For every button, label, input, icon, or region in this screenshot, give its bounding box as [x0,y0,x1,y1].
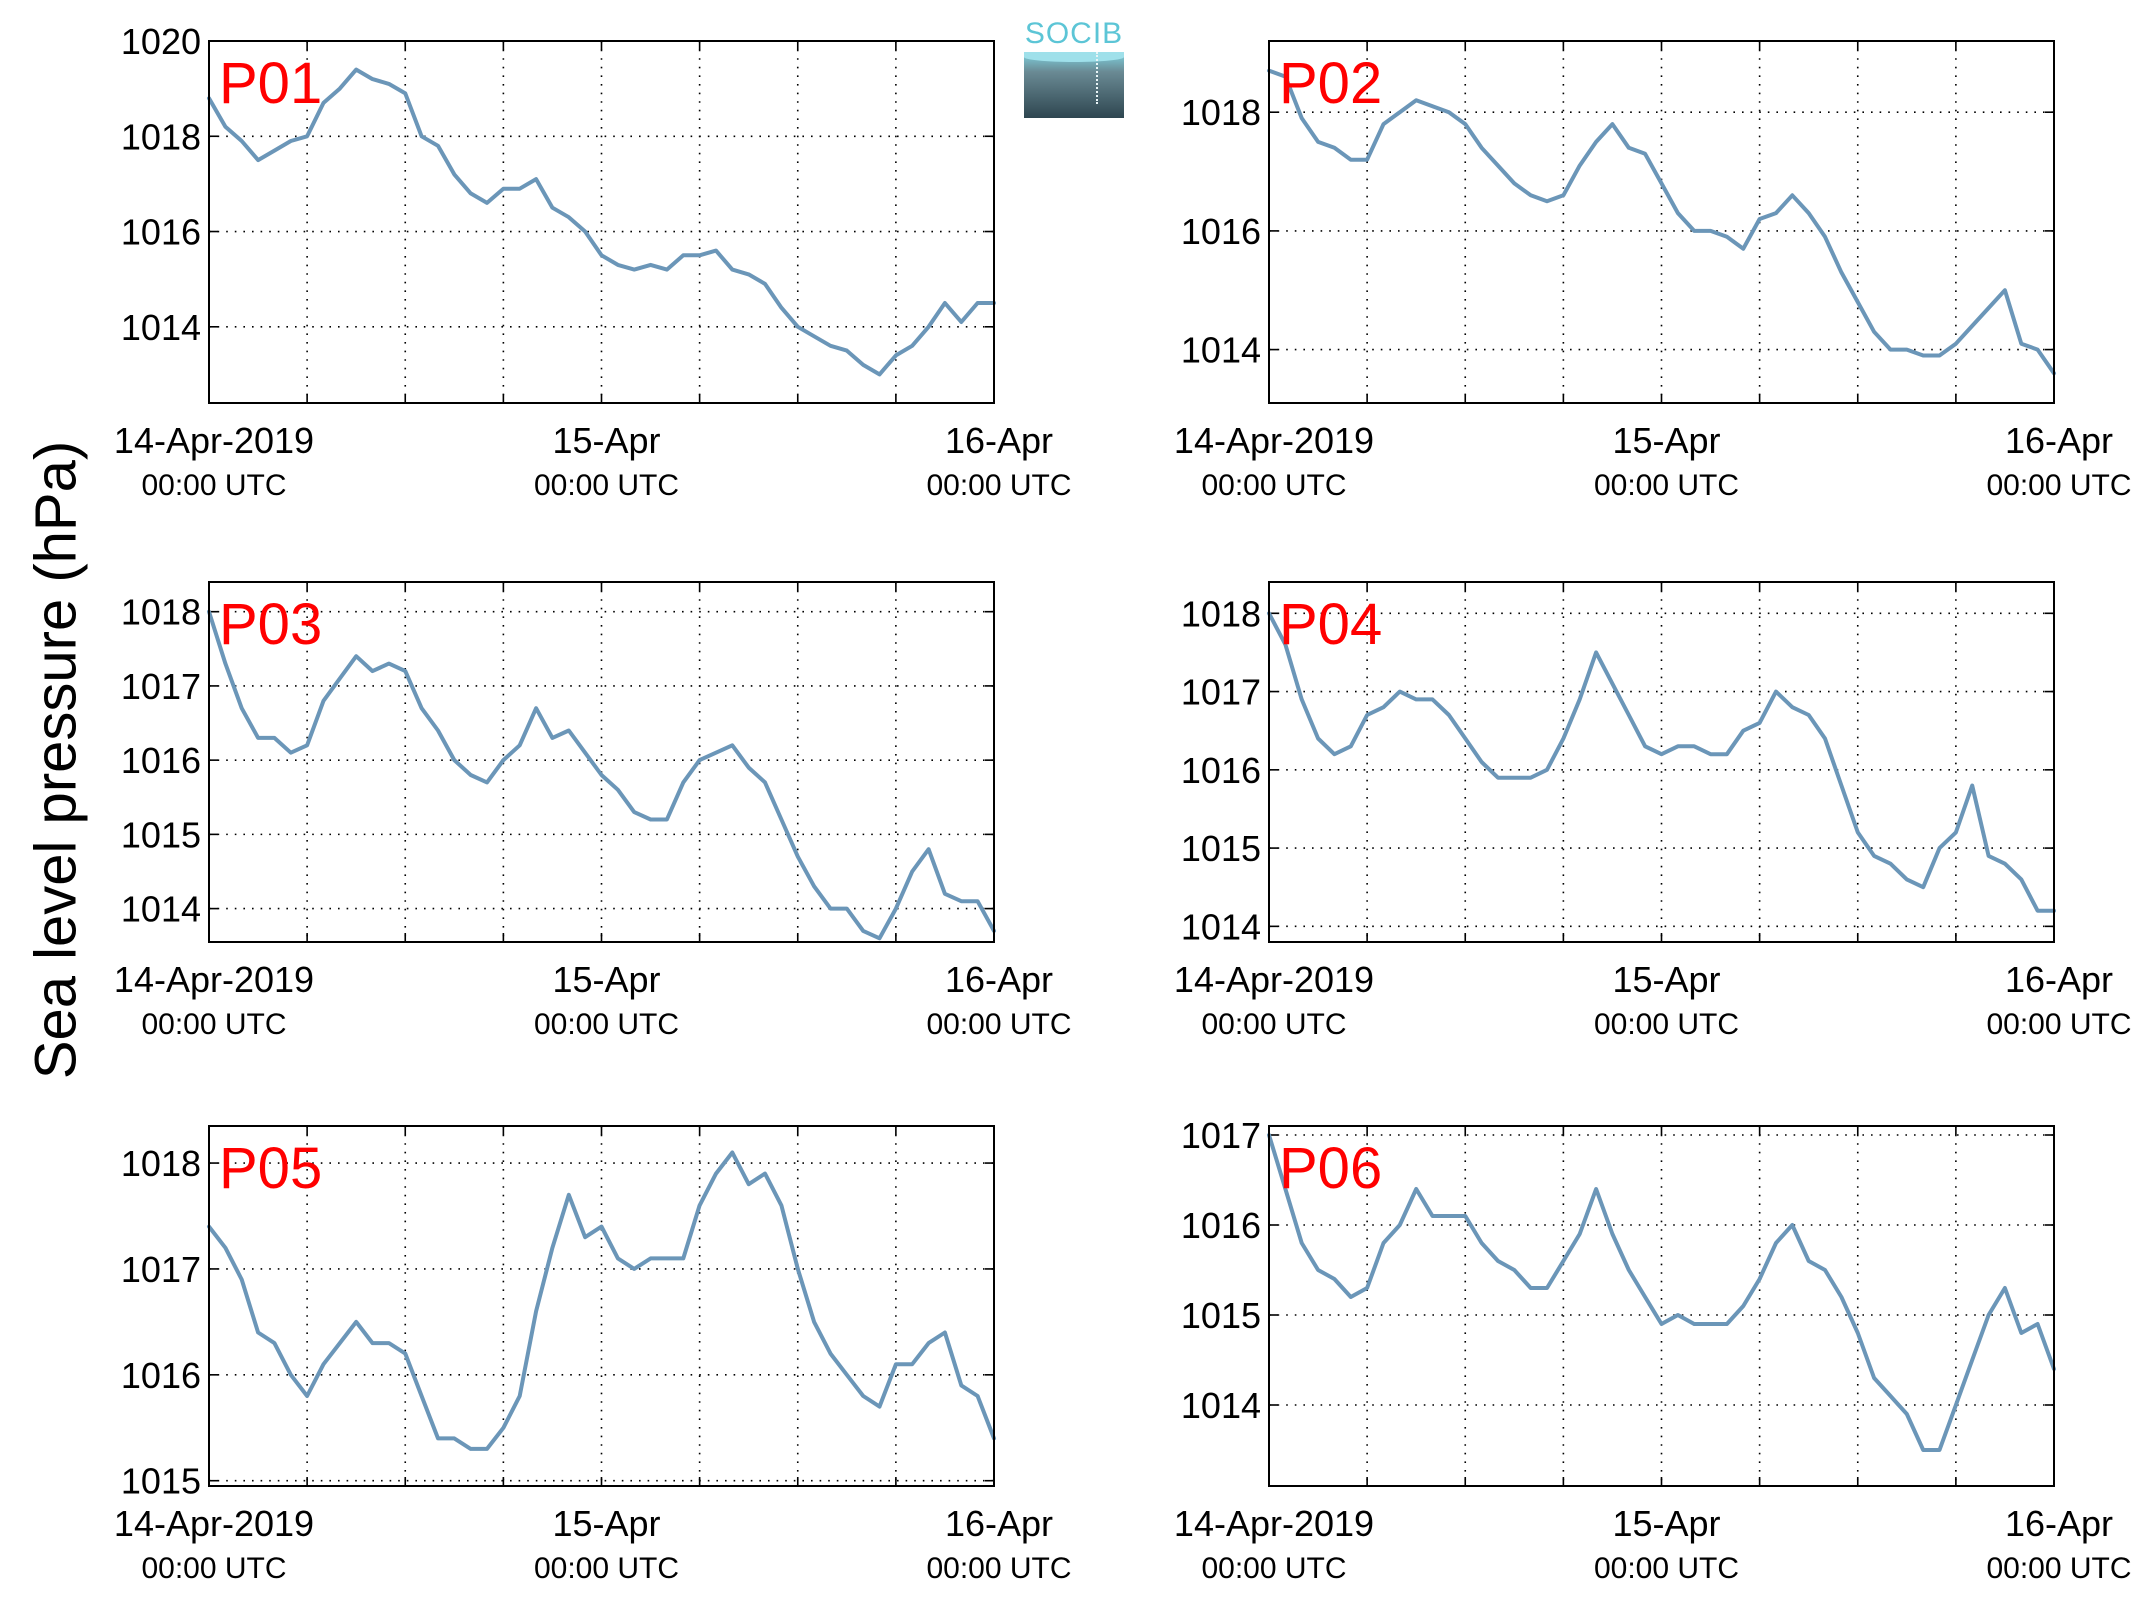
x-tick-label: 15-Apr [1612,420,1720,461]
logo-text: SOCIB [1024,17,1124,50]
y-tick-label: 1018 [121,1143,201,1184]
panel-title: P03 [219,592,322,657]
x-tick-sublabel: 00:00 UTC [1594,1008,1739,1041]
y-tick-label: 1020 [121,21,201,62]
axes-frame [208,40,995,404]
x-tick-sublabel: 00:00 UTC [141,1008,286,1041]
x-tick-label: 15-Apr [1612,959,1720,1000]
x-tick-sublabel: 00:00 UTC [1986,1008,2131,1041]
x-tick-sublabel: 00:00 UTC [926,469,1071,502]
panel-title: P01 [219,51,322,116]
x-tick-label: 16-Apr [2005,959,2113,1000]
x-tick-sublabel: 00:00 UTC [926,1552,1071,1585]
y-tick-label: 1017 [121,666,201,707]
axes-frame [1268,1125,2055,1487]
logo-graphic [1024,52,1124,118]
panel-title: P06 [1279,1136,1382,1201]
y-tick-label: 1017 [1181,1115,1261,1156]
x-tick-label: 14-Apr-2019 [114,959,314,1000]
y-tick-label: 1014 [121,889,201,930]
panel-title: P05 [219,1136,322,1201]
panel-title: P04 [1279,592,1382,657]
series-line [1267,611,2056,913]
x-tick-label: 16-Apr [2005,1503,2113,1544]
y-tick-label: 1016 [1181,1205,1261,1246]
y-tick-label: 1014 [1181,1385,1261,1426]
x-tick-label: 15-Apr [552,420,660,461]
x-tick-sublabel: 00:00 UTC [534,469,679,502]
axes-frame [1268,40,2055,404]
y-tick-label: 1016 [121,740,201,781]
x-tick-sublabel: 00:00 UTC [1201,469,1346,502]
x-tick-sublabel: 00:00 UTC [1594,469,1739,502]
x-tick-label: 14-Apr-2019 [114,420,314,461]
x-tick-sublabel: 00:00 UTC [534,1008,679,1041]
chart-panel-p03: 1014 1015 1016 1017 1018 14-Apr-2019 00:00 UTC… [114,581,1072,1041]
y-tick-label: 1016 [121,212,201,253]
x-tick-label: 15-Apr [552,959,660,1000]
panel-title: P02 [1279,51,1382,116]
x-tick-label: 15-Apr [1612,1503,1720,1544]
y-tick-label: 1015 [121,1461,201,1502]
x-tick-label: 14-Apr-2019 [1174,420,1374,461]
x-tick-sublabel: 00:00 UTC [1986,469,2131,502]
x-tick-label: 16-Apr [945,1503,1053,1544]
y-tick-label: 1018 [1181,92,1261,133]
x-tick-sublabel: 00:00 UTC [1201,1552,1346,1585]
series-line [207,1150,996,1451]
y-tick-label: 1017 [1181,672,1261,713]
series-line [1267,1133,2056,1452]
x-tick-label: 16-Apr [2005,420,2113,461]
series-line [207,609,996,941]
x-tick-sublabel: 00:00 UTC [926,1008,1071,1041]
y-tick-label: 1014 [1181,330,1261,371]
x-tick-sublabel: 00:00 UTC [1201,1008,1346,1041]
x-tick-label: 14-Apr-2019 [114,1503,314,1544]
y-tick-label: 1018 [121,592,201,633]
x-tick-sublabel: 00:00 UTC [141,1552,286,1585]
y-tick-label: 1015 [1181,828,1261,869]
x-tick-label: 14-Apr-2019 [1174,959,1374,1000]
y-tick-label: 1016 [1181,750,1261,791]
x-tick-sublabel: 00:00 UTC [1986,1552,2131,1585]
y-tick-label: 1015 [121,814,201,855]
socib-logo: SOCIB [1024,18,1124,120]
y-tick-label: 1014 [1181,906,1261,947]
x-tick-label: 15-Apr [552,1503,660,1544]
x-tick-sublabel: 00:00 UTC [1594,1552,1739,1585]
chart-panel-p05: 1015 1016 1017 1018 14-Apr-2019 00:00 UTC 15-A… [114,1125,1072,1585]
y-tick-label: 1016 [121,1355,201,1396]
y-tick-label: 1018 [121,116,201,157]
y-tick-label: 1018 [1181,593,1261,634]
series-line [207,67,996,377]
y-tick-label: 1017 [121,1249,201,1290]
chart-panel-p02: 1014 1016 1018 14-Apr-2019 00:00 UTC 15-Apr 00… [1174,40,2132,502]
x-tick-label: 16-Apr [945,420,1053,461]
axes-frame [1268,581,2055,943]
axes-frame [208,1125,995,1487]
y-tick-label: 1015 [1181,1295,1261,1336]
series-line [1267,68,2056,376]
x-tick-sublabel: 00:00 UTC [534,1552,679,1585]
x-tick-label: 16-Apr [945,959,1053,1000]
chart-panel-p06: 1014 1015 1016 1017 14-Apr-2019 00:00 UTC 15-A… [1174,1115,2132,1585]
axes-frame [208,581,995,943]
x-tick-sublabel: 00:00 UTC [141,469,286,502]
y-tick-label: 1014 [121,307,201,348]
x-tick-label: 14-Apr-2019 [1174,1503,1374,1544]
chart-panel-p04: 1014 1015 1016 1017 1018 14-Apr-2019 00:00 UTC… [1174,581,2132,1041]
chart-panel-p01: 1014 1016 1018 1020 14-Apr-2019 00:00 UTC 15-A… [114,21,1072,502]
y-tick-label: 1016 [1181,211,1261,252]
